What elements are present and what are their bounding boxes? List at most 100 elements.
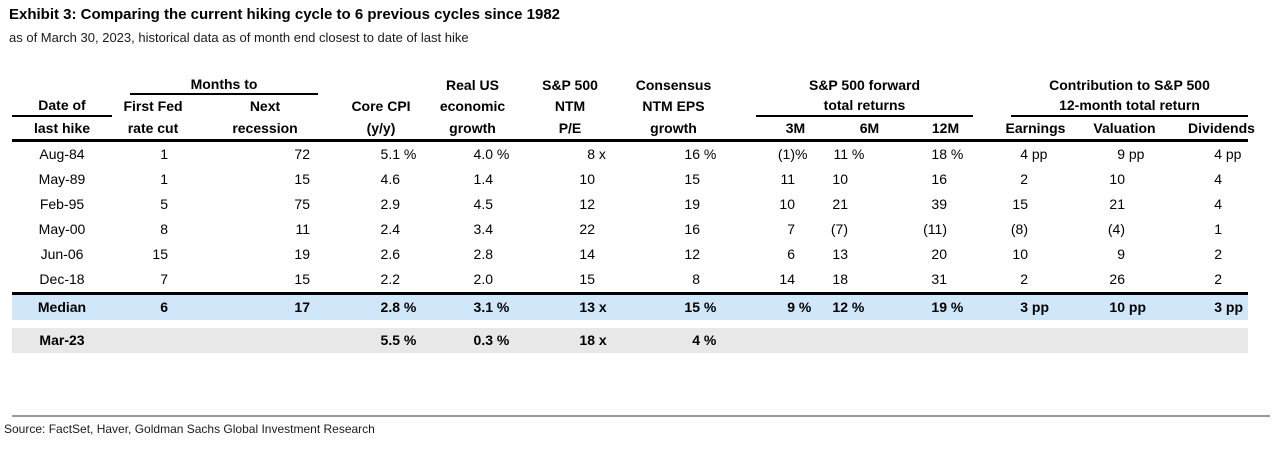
cell-unit (1028, 217, 1054, 242)
cell-unit (595, 242, 621, 267)
cell-unit (595, 217, 621, 242)
cell-unit (1222, 217, 1248, 242)
cell (821, 328, 874, 353)
cell-value: 72 (294, 146, 310, 162)
cell-unit: % (400, 299, 417, 315)
row-label: Median (37, 299, 87, 315)
cell-value: 7 (787, 221, 795, 237)
cell-value: 12 (832, 299, 848, 315)
cell: 15 (519, 267, 621, 292)
cell: 15 % (621, 295, 726, 320)
header-eps-growth-l1: Consensus (635, 77, 712, 93)
cell: 1 (1151, 217, 1248, 242)
cell-value: 14 (779, 271, 795, 287)
cell-unit: % (700, 332, 717, 348)
source-divider (12, 415, 1270, 417)
cell: 10 (726, 192, 821, 217)
header-ntm-pe-l3: P/E (558, 120, 582, 136)
cell-value: (8) (1010, 221, 1028, 237)
cell-unit: x (595, 332, 607, 348)
cell-unit (595, 192, 621, 217)
cell-value: 39 (931, 196, 947, 212)
cell-unit (1222, 242, 1248, 267)
cell-unit (1028, 167, 1054, 192)
cell: 7 (112, 267, 194, 292)
cell: 4 % (621, 328, 726, 353)
cell: 9 % (726, 295, 821, 320)
cell-value: 16 (684, 146, 700, 162)
median-row: Median 6 17 2.8 % 3.1 % 13 x 15 % 9 % 12 % 19 % 3 … (12, 292, 1248, 320)
cell-unit (168, 217, 194, 242)
cell-value: 1 (160, 146, 168, 162)
table-row: Dec-18 7 15 2.2 2.0 15 8 14 18 31 2 26 2 (12, 267, 1248, 292)
cell-unit (400, 242, 426, 267)
cell-unit (848, 242, 874, 267)
cell: 4.6 (336, 167, 426, 192)
cell: 16 % (621, 142, 726, 167)
cell-value: 2.0 (473, 271, 493, 287)
cell-unit (1222, 167, 1248, 192)
cell: 3.4 (426, 217, 519, 242)
cell: 12 (621, 242, 726, 267)
cell: 11 % (821, 142, 874, 167)
cell-unit: % (947, 299, 964, 315)
cell-value: 4 (1214, 171, 1222, 187)
cell: 2 (1151, 242, 1248, 267)
cell-value: 9 (1117, 246, 1125, 262)
cell (112, 328, 194, 353)
cell: 18 % (874, 142, 973, 167)
cell: 10 (519, 167, 621, 192)
cell-unit (1125, 192, 1151, 217)
cell-value: 5.1 (380, 146, 400, 162)
cell: 2.9 (336, 192, 426, 217)
cell: 2.0 (426, 267, 519, 292)
cell-unit (848, 192, 874, 217)
cell: (1)% (726, 142, 821, 167)
header-contribution-l2: 12-month total return (1011, 95, 1248, 117)
cell-unit: % (795, 146, 808, 162)
cell-unit (168, 328, 194, 353)
header-col-earnings: Earnings (1005, 120, 1066, 136)
cell: 26 (1054, 267, 1151, 292)
cell: 9 (1054, 242, 1151, 267)
cell-unit (310, 217, 336, 242)
cell: 1 (112, 167, 194, 192)
median-row-slot: Median 6 17 2.8 % 3.1 % 13 x 15 % 9 % 12 % 19 % 3 … (12, 292, 1248, 320)
header-col-dividends: Dividends (1188, 120, 1255, 136)
cell-unit (1028, 192, 1054, 217)
cell-value: 3 (1020, 299, 1028, 315)
cell-unit: pp (1028, 299, 1049, 315)
cell (973, 328, 1054, 353)
cell-value: 4 (692, 332, 700, 348)
cell-value: 10 (1012, 246, 1028, 262)
cell: 3 pp (973, 295, 1054, 320)
cell-value: 2 (1214, 246, 1222, 262)
cell: 13 x (519, 295, 621, 320)
cell-value: 2.6 (380, 246, 400, 262)
exhibit-page: Exhibit 3: Comparing the current hiking … (0, 6, 1282, 436)
cell: (11) (874, 217, 973, 242)
cell: 0.3 % (426, 328, 519, 353)
cell: 18 x (519, 328, 621, 353)
cell-value: 2.4 (380, 221, 400, 237)
cell-value: 4.0 (473, 146, 493, 162)
header-forward-returns-l1: S&P 500 forward (808, 77, 920, 93)
cell-value: 11 (295, 221, 310, 237)
cell-value: 2 (1020, 271, 1028, 287)
cell-unit (400, 167, 426, 192)
cell-value: 2.2 (380, 271, 400, 287)
cell-unit (700, 267, 726, 292)
cell: 12 (519, 192, 621, 217)
cell: 22 (519, 217, 621, 242)
cell-unit (493, 267, 519, 292)
cell-unit: % (493, 146, 510, 162)
cell-unit: % (493, 299, 510, 315)
source-note: Source: FactSet, Haver, Goldman Sachs Gl… (4, 422, 375, 436)
cell-value: 6 (787, 246, 795, 262)
header-core-cpi-l2: (y/y) (366, 120, 396, 136)
cell-value: 9 (1117, 146, 1125, 162)
cell (1054, 328, 1151, 353)
cell: (7) (821, 217, 874, 242)
cell-value: 10 (779, 196, 795, 212)
